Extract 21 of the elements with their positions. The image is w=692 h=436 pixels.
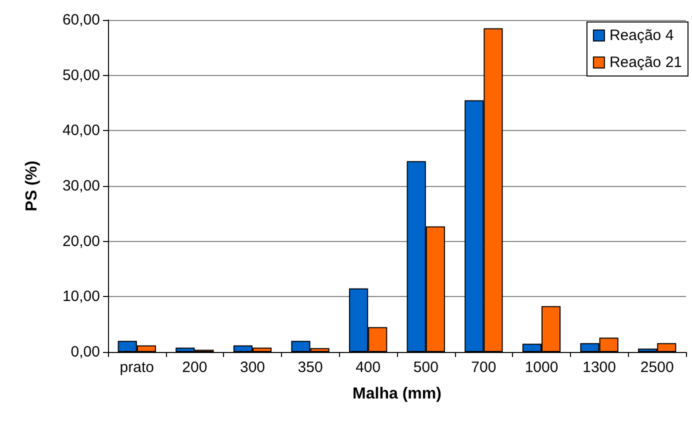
y-tick-label: 50,00	[62, 66, 100, 84]
x-tick-label: 2500	[640, 359, 674, 376]
y-tick-label: 20,00	[62, 232, 100, 250]
y-axis-title: PS (%)	[24, 160, 40, 212]
x-tick-label: 1000	[524, 359, 558, 376]
x-tick-label: 500	[413, 359, 438, 376]
x-tick-label: 1300	[582, 359, 616, 376]
y-tick-label: 60,00	[62, 12, 100, 28]
x-tick-label: prato	[120, 359, 154, 376]
x-tick-label: 300	[240, 359, 266, 376]
y-tick-label: 0,00	[70, 344, 100, 360]
legend-label: Reação 21	[609, 54, 682, 71]
y-tick-label: 40,00	[62, 122, 100, 140]
y-tick-label: 30,00	[62, 178, 100, 194]
x-tick-label: 700	[471, 359, 496, 376]
x-axis-title: Malha (mm)	[352, 386, 442, 402]
x-tick-label: 400	[356, 359, 381, 376]
y-tick-label: 10,00	[62, 288, 100, 306]
legend-label: Reação 4	[609, 27, 674, 44]
x-tick-label: 200	[182, 359, 208, 376]
x-tick-label: 350	[298, 359, 323, 376]
